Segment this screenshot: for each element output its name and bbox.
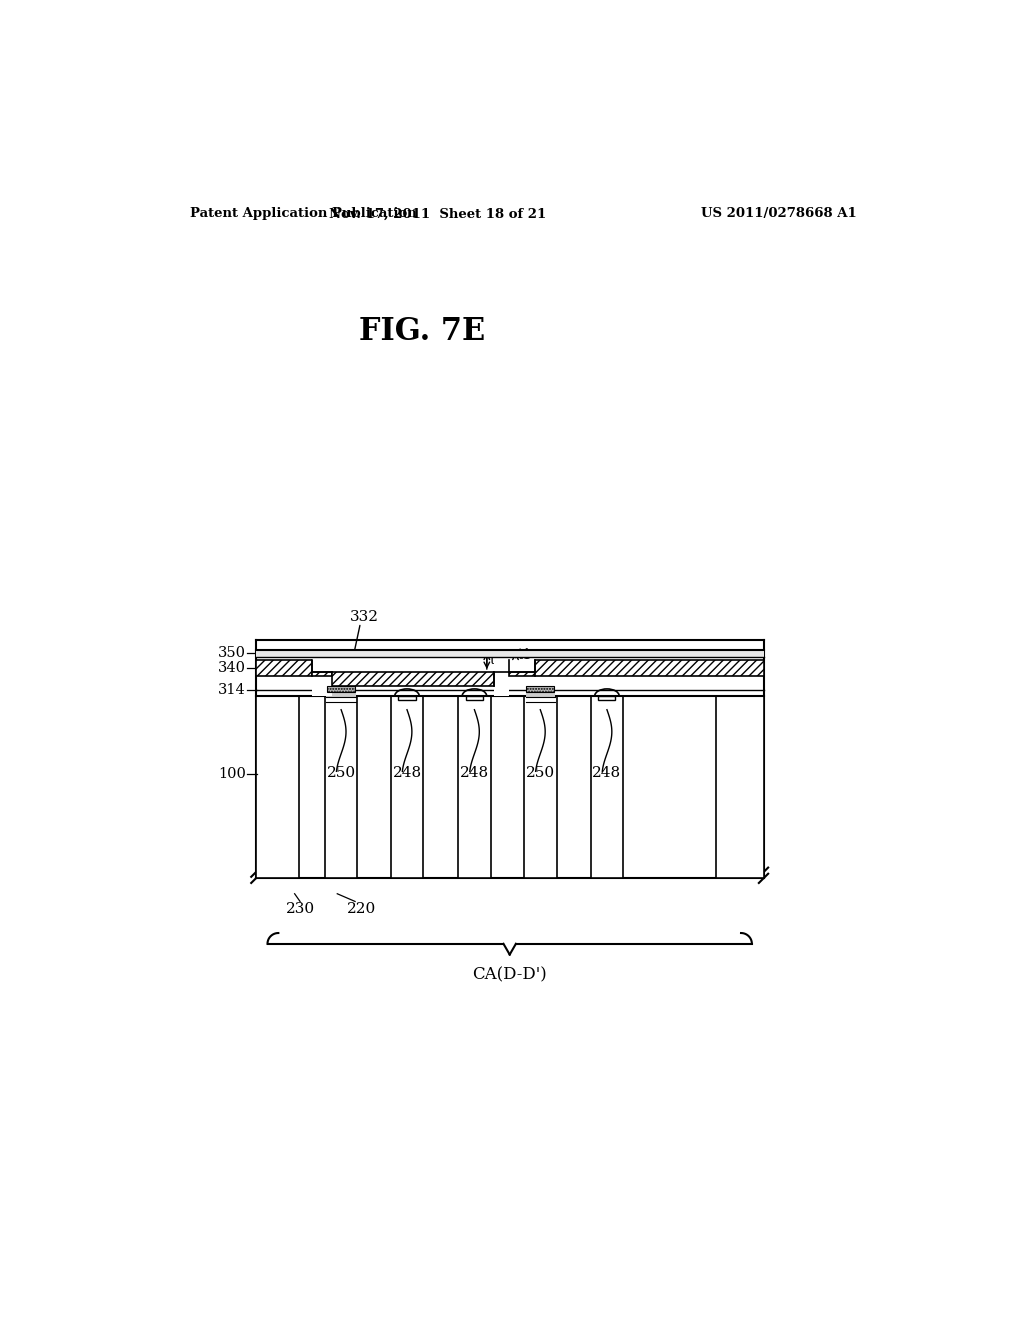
Text: 314: 314 xyxy=(218,682,246,697)
Text: 340: 340 xyxy=(218,661,246,675)
Bar xyxy=(312,672,332,676)
Bar xyxy=(509,672,535,676)
Text: FIG. 7E: FIG. 7E xyxy=(359,317,485,347)
Text: 250: 250 xyxy=(525,766,555,780)
Text: 100: 100 xyxy=(218,767,246,781)
Text: 220: 220 xyxy=(347,902,377,916)
Bar xyxy=(535,660,764,676)
Bar xyxy=(526,686,554,692)
Text: 350: 350 xyxy=(218,645,246,660)
Bar xyxy=(525,693,555,697)
Bar xyxy=(591,696,624,878)
Text: 248: 248 xyxy=(392,766,422,780)
Text: Patent Application Publication: Patent Application Publication xyxy=(190,207,417,220)
Bar xyxy=(332,672,494,686)
Bar xyxy=(524,696,557,878)
Bar xyxy=(466,696,483,701)
Text: Nov. 17, 2011  Sheet 18 of 21: Nov. 17, 2011 Sheet 18 of 21 xyxy=(330,207,547,220)
Text: 230: 230 xyxy=(286,902,314,916)
Text: 250: 250 xyxy=(327,766,355,780)
Text: US 2011/0278668 A1: US 2011/0278668 A1 xyxy=(700,207,856,220)
Text: 248: 248 xyxy=(593,766,622,780)
Bar xyxy=(391,696,423,878)
Bar xyxy=(312,676,332,696)
Bar xyxy=(256,660,312,676)
Text: CA(D-D'): CA(D-D') xyxy=(472,966,547,983)
Bar xyxy=(256,696,299,878)
Text: t1: t1 xyxy=(518,648,532,663)
Bar xyxy=(327,693,356,697)
Bar xyxy=(325,696,357,878)
Bar xyxy=(598,696,615,701)
Bar xyxy=(716,696,764,878)
Bar xyxy=(256,649,764,656)
Bar xyxy=(312,656,332,660)
Bar xyxy=(494,656,509,672)
Bar xyxy=(494,686,509,696)
Text: 248: 248 xyxy=(460,766,489,780)
Text: 332: 332 xyxy=(350,610,379,623)
Bar xyxy=(458,696,490,878)
Bar xyxy=(398,696,416,701)
Text: t2: t2 xyxy=(489,653,504,668)
Bar xyxy=(328,686,355,692)
